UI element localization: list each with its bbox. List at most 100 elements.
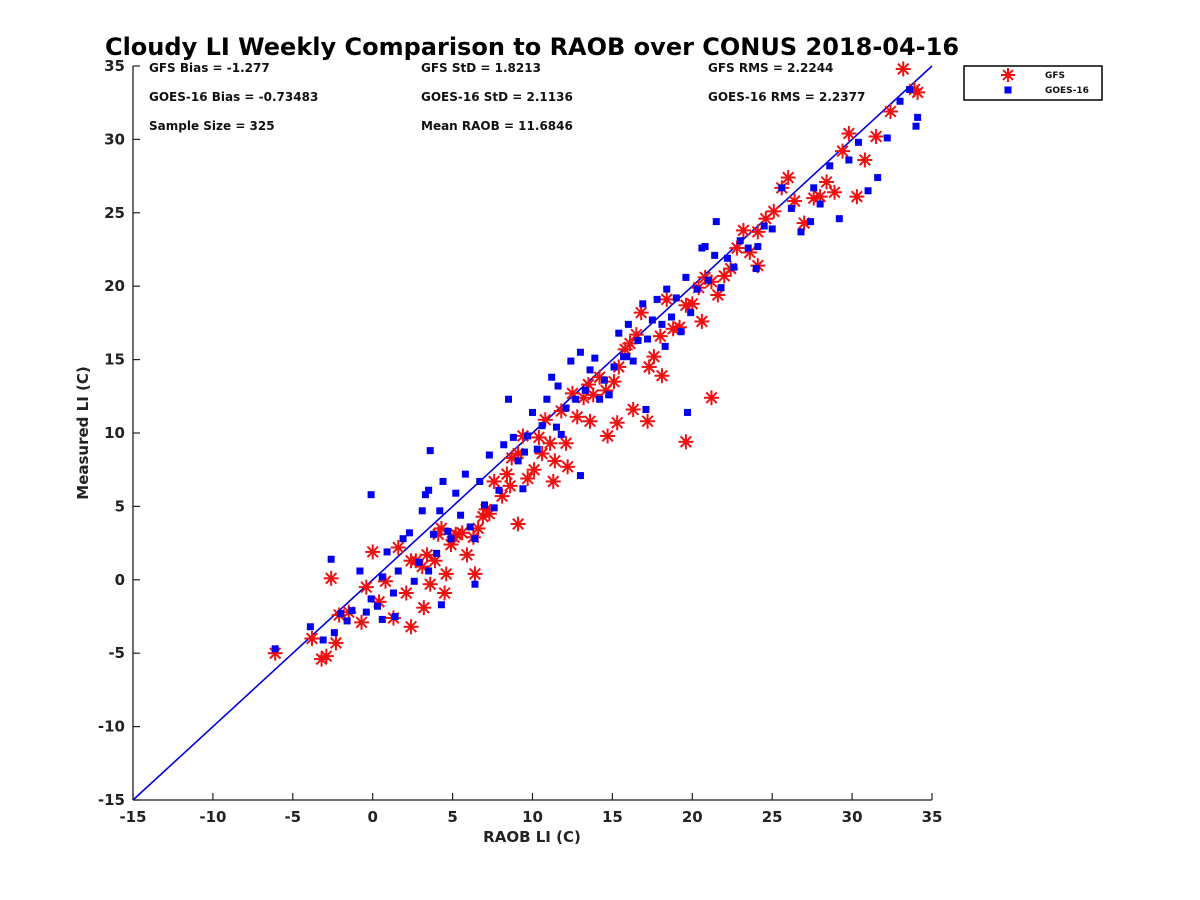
goes16-point xyxy=(835,215,843,223)
legend: GFS GOES-16 xyxy=(963,65,1103,101)
gfs-point xyxy=(569,409,585,425)
gfs-point xyxy=(654,368,670,384)
gfs-point xyxy=(547,453,563,469)
goes16-point xyxy=(436,507,444,515)
gfs-point xyxy=(499,466,515,482)
gfs-point xyxy=(486,473,502,489)
stat-sample-size: Sample Size = 325 xyxy=(149,119,275,133)
goes16-point xyxy=(306,623,314,631)
y-tick-label: 5 xyxy=(115,497,125,515)
goes16-point xyxy=(533,445,541,453)
gfs-point xyxy=(545,473,561,489)
goes16-point xyxy=(854,138,862,146)
goes16-point xyxy=(399,535,407,543)
goes16-point xyxy=(367,491,375,499)
y-axis-ticks: -15 -10 -5 0 5 10 15 20 25 30 35 xyxy=(98,57,140,809)
goes16-point xyxy=(845,156,853,164)
goes16-point xyxy=(605,391,613,399)
gfs-point xyxy=(849,189,865,205)
legend-gfs-label: GFS xyxy=(1045,71,1065,81)
gfs-point xyxy=(323,570,339,586)
y-tick-label: 30 xyxy=(104,130,125,148)
goes16-point xyxy=(505,395,513,403)
x-axis-label: RAOB LI (C) xyxy=(483,828,581,846)
gfs-point xyxy=(358,579,374,595)
x-tick-label: 10 xyxy=(522,808,543,826)
legend-box xyxy=(963,65,1103,101)
y-axis-label: Measured LI (C) xyxy=(74,366,92,499)
goes16-point xyxy=(367,595,375,603)
goes16-point xyxy=(524,432,532,440)
gfs-point xyxy=(510,516,526,532)
gfs-point xyxy=(729,240,745,256)
reference-line-group xyxy=(132,65,933,801)
goes16-point xyxy=(629,357,637,365)
goes16-point xyxy=(509,433,517,441)
goes16-point xyxy=(543,395,551,403)
goes16-point xyxy=(677,328,685,336)
y-tick-label: 10 xyxy=(104,424,125,442)
statistics-annotations: GFS Bias = -1.277 GFS StD = 1.8213 GFS R… xyxy=(149,61,865,133)
goes16-point xyxy=(319,636,327,644)
legend-gfs-marker xyxy=(1001,68,1015,82)
goes16-point xyxy=(271,645,279,653)
gfs-point xyxy=(398,585,414,601)
gfs-point xyxy=(582,413,598,429)
goes16-point xyxy=(576,348,584,356)
goes16-point xyxy=(343,617,351,625)
gfs-point xyxy=(827,184,843,200)
goes16-point xyxy=(600,376,608,384)
goes16-point xyxy=(471,535,479,543)
goes16-point xyxy=(433,549,441,557)
goes16-point xyxy=(330,629,338,637)
gfs-series xyxy=(267,61,926,667)
gfs-point xyxy=(328,635,344,651)
goes16-point xyxy=(415,558,423,566)
x-tick-label: 30 xyxy=(842,808,863,826)
goes16-point xyxy=(572,395,580,403)
stat-goes16-rms: GOES-16 RMS = 2.2377 xyxy=(708,90,865,104)
goes16-point xyxy=(639,300,647,308)
goes16-point xyxy=(521,448,529,456)
goes16-point xyxy=(663,285,671,293)
goes16-point xyxy=(668,313,676,321)
goes16-point xyxy=(485,451,493,459)
x-tick-label: 5 xyxy=(447,808,457,826)
goes16-point xyxy=(682,273,690,281)
gfs-point xyxy=(542,435,558,451)
goes16-point xyxy=(693,285,701,293)
gfs-point xyxy=(560,459,576,475)
goes16-point xyxy=(730,263,738,271)
goes16-point xyxy=(760,222,768,230)
goes16-point xyxy=(391,613,399,620)
goes16-point xyxy=(586,366,594,374)
x-tick-label: 35 xyxy=(922,808,943,826)
goes16-point xyxy=(373,602,381,610)
stat-gfs-bias: GFS Bias = -1.277 xyxy=(149,61,270,75)
goes16-point xyxy=(421,491,429,499)
goes16-point xyxy=(348,607,356,615)
goes16-point xyxy=(383,548,391,556)
goes16-point xyxy=(519,485,527,493)
goes16-point xyxy=(672,294,680,302)
goes16-point xyxy=(687,309,695,317)
gfs-point xyxy=(684,296,700,312)
x-axis-ticks: -15 -10 -5 0 5 10 15 20 25 30 35 xyxy=(119,793,942,826)
goes16-point xyxy=(500,441,508,449)
goes16-point xyxy=(490,504,498,512)
one-to-one-line xyxy=(132,65,933,801)
goes16-point xyxy=(797,228,805,236)
goes16-point xyxy=(914,113,922,121)
x-tick-label: 25 xyxy=(762,808,783,826)
goes16-point xyxy=(752,265,760,273)
goes16-point xyxy=(754,243,762,251)
legend-goes16-marker xyxy=(1004,86,1012,94)
gfs-point xyxy=(625,402,641,418)
gfs-point xyxy=(365,544,381,560)
goes16-point xyxy=(624,320,632,328)
x-tick-label: 15 xyxy=(602,808,623,826)
gfs-point xyxy=(437,585,453,601)
x-tick-label: -5 xyxy=(284,808,301,826)
stat-goes16-std: GOES-16 StD = 2.1136 xyxy=(421,90,573,104)
